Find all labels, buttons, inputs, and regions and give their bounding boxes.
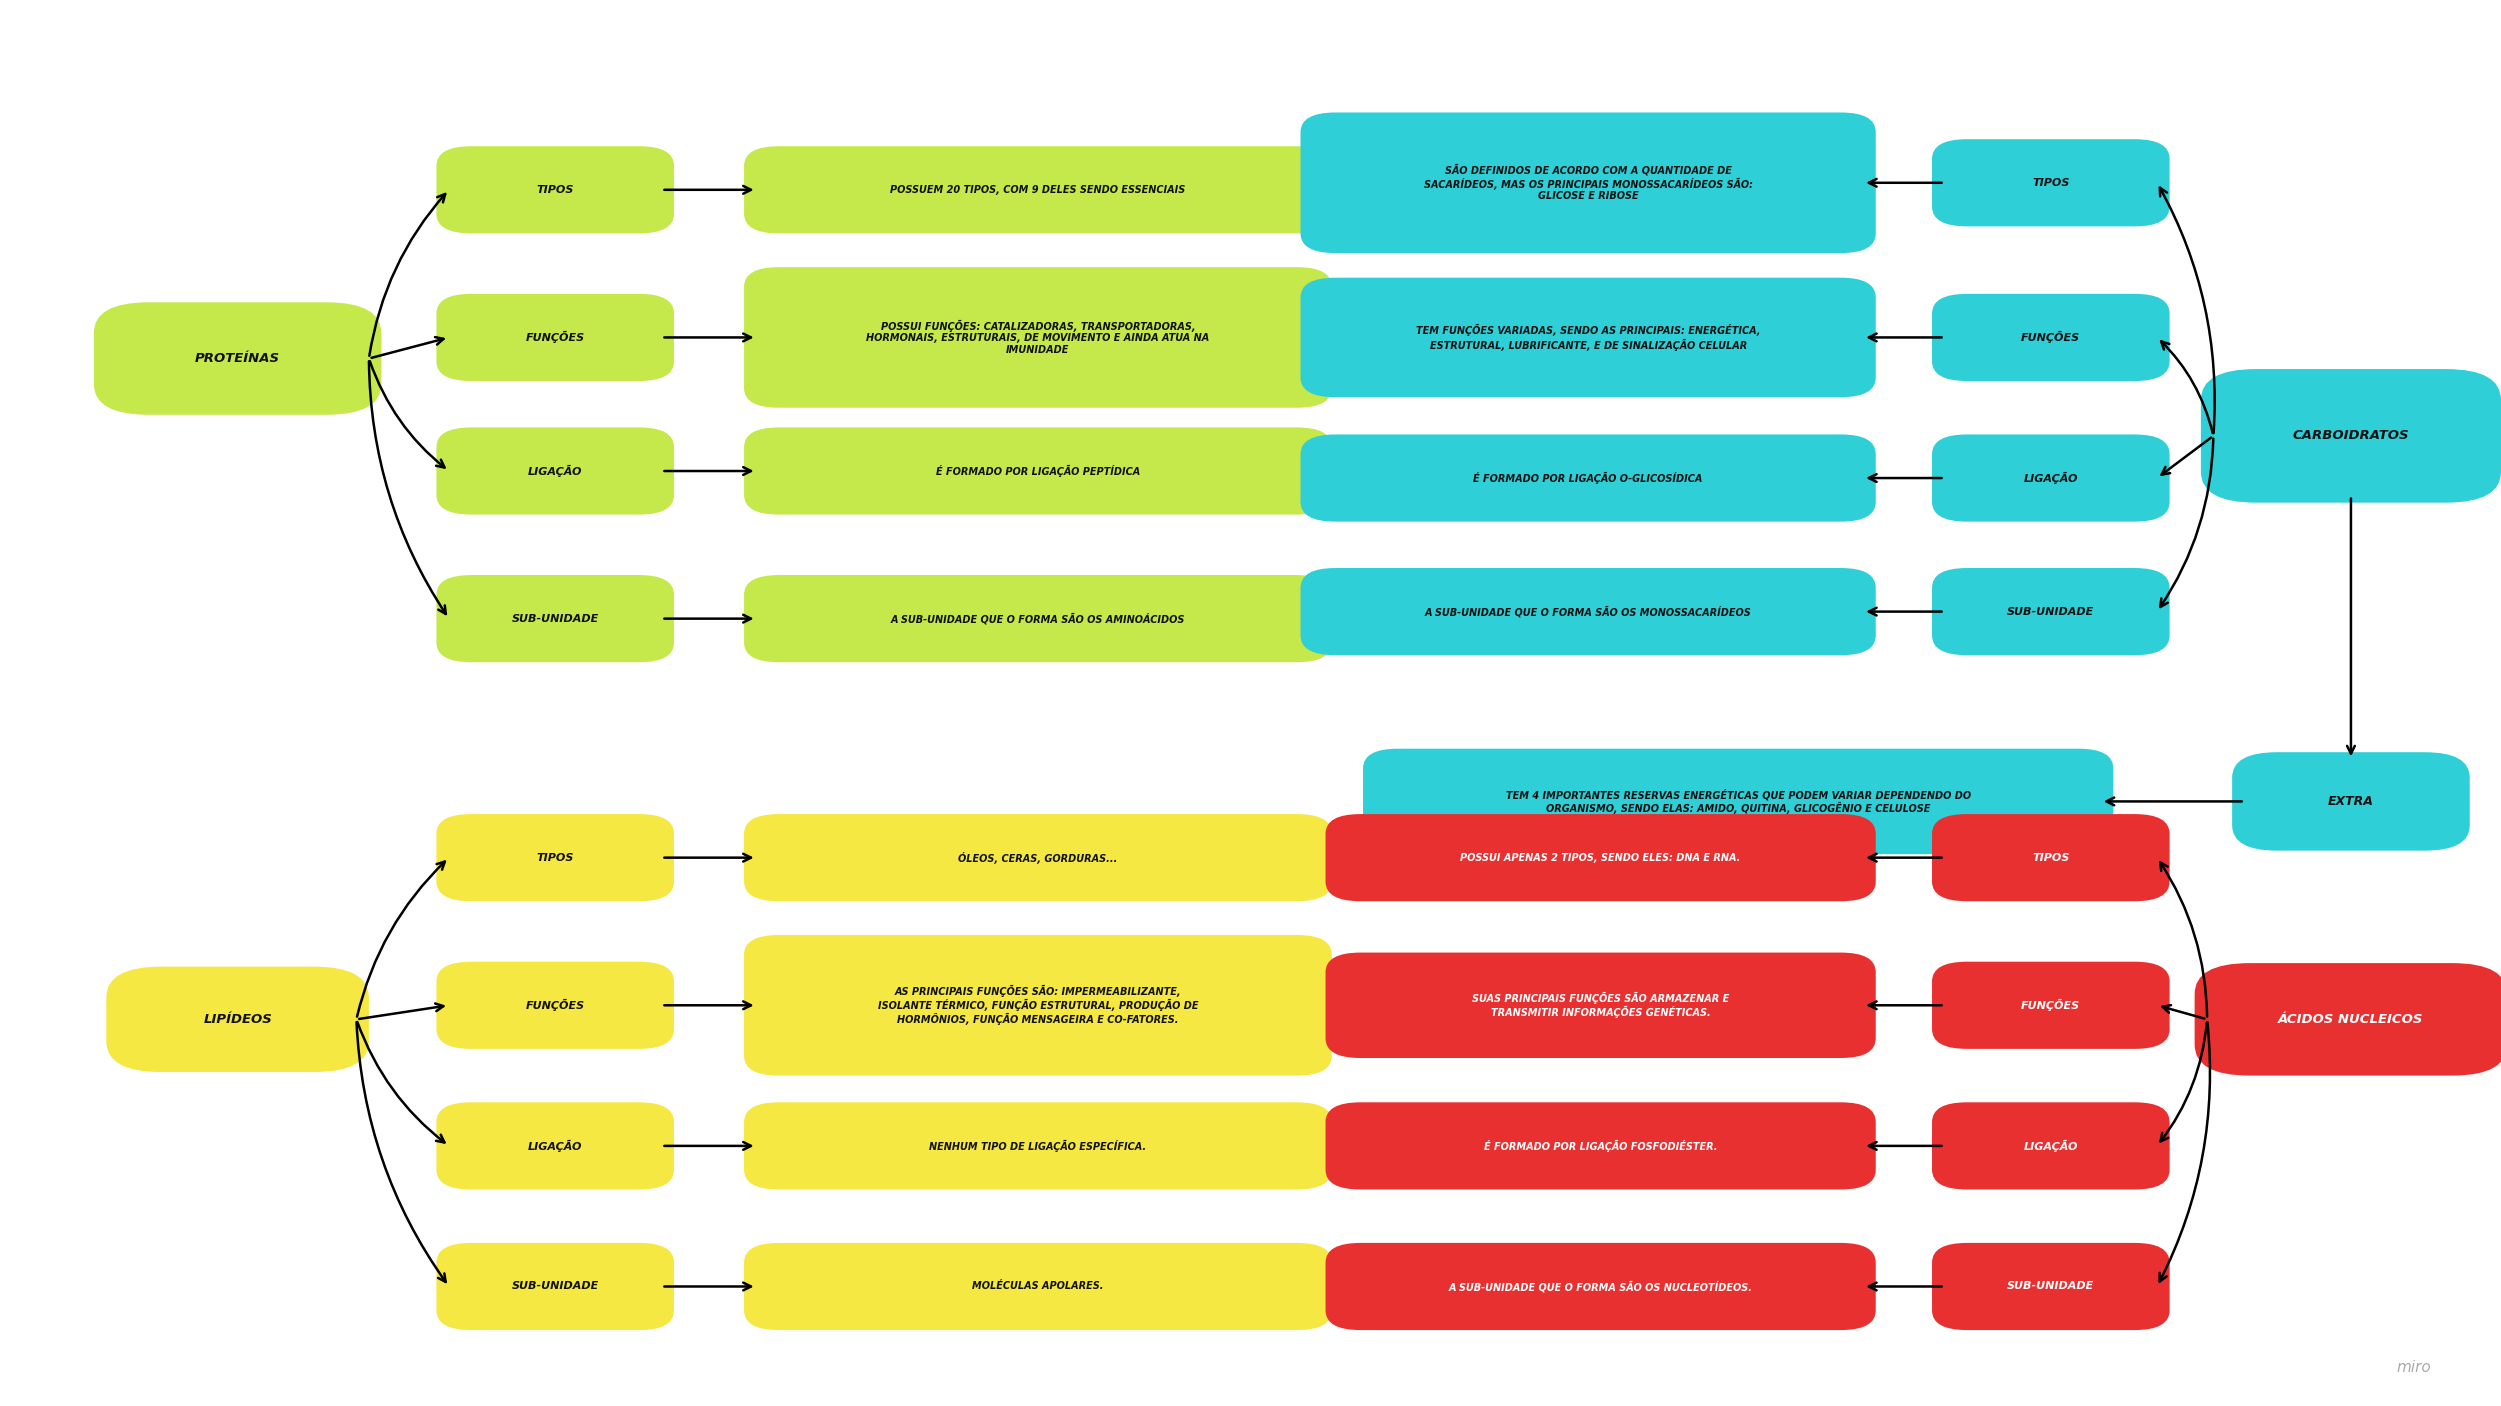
Text: TIPOS: TIPOS [2033,852,2068,863]
Text: FUNÇÕES: FUNÇÕES [525,332,585,343]
FancyBboxPatch shape [1301,277,1876,396]
Text: SUB-UNIDADE: SUB-UNIDADE [513,1281,598,1292]
Text: SUB-UNIDADE: SUB-UNIDADE [513,613,598,624]
Text: FUNÇÕES: FUNÇÕES [2021,332,2081,343]
FancyBboxPatch shape [745,814,1331,901]
FancyBboxPatch shape [435,575,673,662]
Text: LIGAÇÃO: LIGAÇÃO [528,465,583,477]
FancyBboxPatch shape [1931,1243,2168,1330]
Text: NENHUM TIPO DE LIGAÇÃO ESPECÍFICA.: NENHUM TIPO DE LIGAÇÃO ESPECÍFICA. [930,1140,1145,1152]
FancyBboxPatch shape [2196,963,2501,1076]
FancyBboxPatch shape [1301,112,1876,253]
Text: TIPOS: TIPOS [538,852,573,863]
Text: EXTRA: EXTRA [2328,794,2373,808]
FancyBboxPatch shape [1931,962,2168,1049]
FancyBboxPatch shape [1326,953,1876,1059]
FancyBboxPatch shape [435,427,673,515]
FancyBboxPatch shape [745,427,1331,515]
Text: TIPOS: TIPOS [2033,177,2068,188]
Text: É FORMADO POR LIGAÇÃO PEPTÍDICA: É FORMADO POR LIGAÇÃO PEPTÍDICA [935,465,1140,477]
FancyBboxPatch shape [435,146,673,233]
FancyBboxPatch shape [745,267,1331,408]
FancyBboxPatch shape [745,1243,1331,1330]
FancyBboxPatch shape [95,302,380,415]
Text: É FORMADO POR LIGAÇÃO O-GLICOSÍDICA: É FORMADO POR LIGAÇÃO O-GLICOSÍDICA [1473,472,1703,484]
FancyBboxPatch shape [2231,752,2468,851]
FancyBboxPatch shape [435,962,673,1049]
Text: FUNÇÕES: FUNÇÕES [2021,1000,2081,1011]
FancyBboxPatch shape [435,1243,673,1330]
FancyBboxPatch shape [1326,1102,1876,1189]
FancyBboxPatch shape [1326,814,1876,901]
FancyBboxPatch shape [1326,1243,1876,1330]
Text: POSSUEM 20 TIPOS, COM 9 DELES SENDO ESSENCIAIS: POSSUEM 20 TIPOS, COM 9 DELES SENDO ESSE… [890,184,1185,195]
Text: LIGAÇÃO: LIGAÇÃO [2023,472,2078,484]
Text: ÓLEOS, CERAS, GORDURAS...: ÓLEOS, CERAS, GORDURAS... [958,852,1118,863]
Text: TIPOS: TIPOS [538,184,573,195]
FancyBboxPatch shape [435,814,673,901]
FancyBboxPatch shape [435,1102,673,1189]
FancyBboxPatch shape [1301,434,1876,522]
Text: PROTEÍNAS: PROTEÍNAS [195,352,280,366]
FancyBboxPatch shape [745,575,1331,662]
Text: TEM FUNÇÕES VARIADAS, SENDO AS PRINCIPAIS: ENERGÉTICA,
ESTRUTURAL, LUBRIFICANTE,: TEM FUNÇÕES VARIADAS, SENDO AS PRINCIPAI… [1416,325,1761,350]
FancyBboxPatch shape [1301,568,1876,655]
Text: POSSUI FUNÇÕES: CATALIZADORAS, TRANSPORTADORAS,
HORMONAIS, ESTRUTURAIS, DE MOVIM: POSSUI FUNÇÕES: CATALIZADORAS, TRANSPORT… [865,319,1210,356]
FancyBboxPatch shape [435,294,673,381]
Text: A SUB-UNIDADE QUE O FORMA SÃO OS MONOSSACARÍDEOS: A SUB-UNIDADE QUE O FORMA SÃO OS MONOSSA… [1426,606,1751,617]
FancyBboxPatch shape [1931,294,2168,381]
FancyBboxPatch shape [105,967,370,1071]
Text: LIPÍDEOS: LIPÍDEOS [203,1012,273,1026]
Text: A SUB-UNIDADE QUE O FORMA SÃO OS NUCLEOTÍDEOS.: A SUB-UNIDADE QUE O FORMA SÃO OS NUCLEOT… [1448,1281,1753,1292]
Text: TEM 4 IMPORTANTES RESERVAS ENERGÉTICAS QUE PODEM VARIAR DEPENDENDO DO
ORGANISMO,: TEM 4 IMPORTANTES RESERVAS ENERGÉTICAS Q… [1506,789,1971,814]
Text: FUNÇÕES: FUNÇÕES [525,1000,585,1011]
FancyBboxPatch shape [1363,748,2113,855]
FancyBboxPatch shape [1931,434,2168,522]
Text: SUB-UNIDADE: SUB-UNIDADE [2008,606,2093,617]
Text: SUB-UNIDADE: SUB-UNIDADE [2008,1281,2093,1292]
FancyBboxPatch shape [2201,368,2501,503]
FancyBboxPatch shape [745,935,1331,1076]
Text: A SUB-UNIDADE QUE O FORMA SÃO OS AMINOÁCIDOS: A SUB-UNIDADE QUE O FORMA SÃO OS AMINOÁC… [890,613,1185,624]
Text: miro: miro [2396,1360,2431,1375]
Text: POSSUI APENAS 2 TIPOS, SENDO ELES: DNA E RNA.: POSSUI APENAS 2 TIPOS, SENDO ELES: DNA E… [1461,852,1741,863]
Text: CARBOIDRATOS: CARBOIDRATOS [2293,429,2408,443]
Text: SÃO DEFINIDOS DE ACORDO COM A QUANTIDADE DE
SACARÍDEOS, MAS OS PRINCIPAIS MONOSS: SÃO DEFINIDOS DE ACORDO COM A QUANTIDADE… [1423,165,1753,201]
FancyBboxPatch shape [1931,814,2168,901]
Text: AS PRINCIPAIS FUNÇÕES SÃO: IMPERMEABILIZANTE,
ISOLANTE TÉRMICO, FUNÇÃO ESTRUTURA: AS PRINCIPAIS FUNÇÕES SÃO: IMPERMEABILIZ… [878,986,1198,1025]
FancyBboxPatch shape [1931,139,2168,226]
Text: LIGAÇÃO: LIGAÇÃO [528,1140,583,1152]
FancyBboxPatch shape [745,146,1331,233]
FancyBboxPatch shape [1931,1102,2168,1189]
Text: É FORMADO POR LIGAÇÃO FOSFODIÉSTER.: É FORMADO POR LIGAÇÃO FOSFODIÉSTER. [1483,1140,1718,1152]
Text: ÁCIDOS NUCLEICOS: ÁCIDOS NUCLEICOS [2278,1012,2423,1026]
FancyBboxPatch shape [1931,568,2168,655]
Text: LIGAÇÃO: LIGAÇÃO [2023,1140,2078,1152]
Text: MOLÉCULAS APOLARES.: MOLÉCULAS APOLARES. [973,1281,1103,1292]
Text: SUAS PRINCIPAIS FUNÇÕES SÃO ARMAZENAR E
TRANSMITIR INFORMAÇÕES GENÉTICAS.: SUAS PRINCIPAIS FUNÇÕES SÃO ARMAZENAR E … [1473,993,1728,1018]
FancyBboxPatch shape [745,1102,1331,1189]
